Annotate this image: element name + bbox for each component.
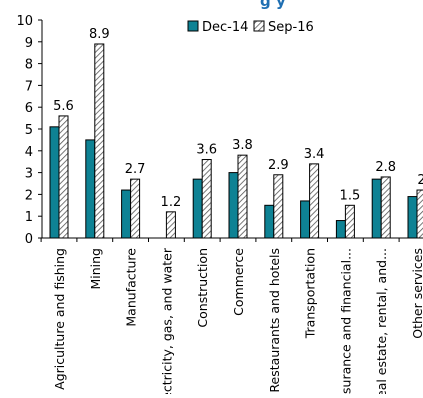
x-category-label: Construction	[195, 248, 210, 328]
data-label: 1.2	[161, 195, 182, 210]
x-category-label: Real estate, rental, and...	[374, 248, 389, 394]
bar-sep-16	[273, 174, 284, 239]
bar-dec-14	[85, 139, 96, 239]
data-label: 5.6	[53, 99, 74, 114]
bar-sep-16	[58, 115, 69, 239]
bar-sep-16	[94, 43, 105, 239]
x-category-label: Insurance and financial...	[338, 248, 353, 394]
data-label: 2.8	[375, 160, 396, 175]
legend: Dec-14 Sep-16	[187, 20, 314, 35]
data-label: 2	[417, 173, 423, 188]
y-tick-label: 1	[25, 210, 33, 225]
x-category-label: Transportation	[303, 248, 318, 339]
y-tick-label: 5	[25, 123, 33, 138]
data-label: 2.9	[268, 158, 289, 173]
bar-dec-14	[192, 178, 203, 239]
x-category-label: Electricity, gas, and water	[159, 247, 174, 394]
legend-swatch-sep-16	[253, 20, 265, 32]
data-label: 3.4	[304, 147, 325, 162]
bar-sep-16	[237, 154, 248, 239]
y-tick-label: 3	[25, 167, 33, 182]
x-category-label: Manufacture	[124, 248, 139, 327]
bar-dec-14	[371, 178, 382, 239]
bar-dec-14	[228, 172, 239, 239]
bar-sep-16	[201, 159, 212, 239]
data-label: 3.6	[196, 143, 217, 158]
x-category-label: Restaurants and hotels	[267, 248, 282, 393]
y-tick-label: 10	[16, 14, 33, 29]
bar-sep-16	[344, 204, 355, 239]
x-category-label: Agriculture and fishing	[52, 248, 67, 390]
y-tick-label: 9	[25, 36, 33, 51]
data-label: 1.5	[340, 188, 361, 203]
y-tick-label: 2	[25, 188, 33, 203]
x-category-label: Commerce	[231, 248, 246, 316]
y-tick-label: 8	[25, 58, 33, 73]
y-tick-label: 4	[25, 145, 33, 160]
chart-header-partial: g y	[260, 0, 286, 10]
x-category-label: Other services	[410, 248, 423, 339]
y-tick-label: 7	[25, 79, 33, 94]
y-tick-label: 6	[25, 101, 33, 116]
bar-sep-16	[165, 211, 176, 239]
bar-sep-16	[309, 163, 320, 239]
bar-sep-16	[130, 178, 141, 239]
bar-dec-14	[407, 196, 418, 239]
data-label: 8.9	[89, 27, 110, 42]
legend-label-dec-14: Dec-14	[202, 20, 248, 35]
data-label: 2.7	[125, 162, 146, 177]
bar-dec-14	[121, 189, 132, 239]
x-category-label: Mining	[88, 248, 103, 290]
bar-dec-14	[49, 126, 60, 239]
y-tick-label: 0	[25, 232, 33, 247]
bar-sep-16	[380, 176, 391, 239]
bar-dec-14	[300, 200, 311, 239]
bar-sep-16	[416, 189, 423, 239]
data-label: 3.8	[232, 138, 253, 153]
bar-dec-14	[335, 220, 346, 239]
legend-swatch-dec-14	[187, 20, 199, 32]
bar-dec-14	[264, 204, 275, 239]
legend-label-sep-16: Sep-16	[268, 20, 314, 35]
